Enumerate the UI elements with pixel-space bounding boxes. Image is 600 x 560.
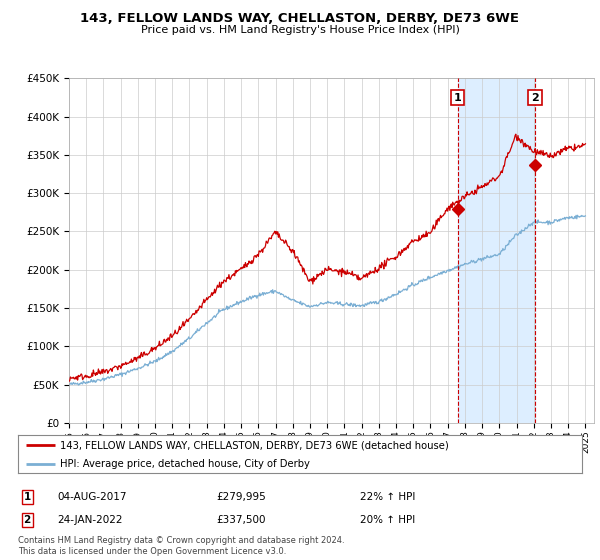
Text: Price paid vs. HM Land Registry's House Price Index (HPI): Price paid vs. HM Land Registry's House … bbox=[140, 25, 460, 35]
Text: £279,995: £279,995 bbox=[216, 492, 266, 502]
Text: 22% ↑ HPI: 22% ↑ HPI bbox=[360, 492, 415, 502]
Bar bbox=[458, 78, 535, 423]
Text: 143, FELLOW LANDS WAY, CHELLASTON, DERBY, DE73 6WE: 143, FELLOW LANDS WAY, CHELLASTON, DERBY… bbox=[80, 12, 520, 25]
Text: 2: 2 bbox=[23, 515, 31, 525]
Text: 2: 2 bbox=[531, 92, 539, 102]
Text: Contains HM Land Registry data © Crown copyright and database right 2024.
This d: Contains HM Land Registry data © Crown c… bbox=[18, 536, 344, 556]
Text: 04-AUG-2017: 04-AUG-2017 bbox=[57, 492, 127, 502]
Text: 24-JAN-2022: 24-JAN-2022 bbox=[57, 515, 122, 525]
Text: 20% ↑ HPI: 20% ↑ HPI bbox=[360, 515, 415, 525]
Text: HPI: Average price, detached house, City of Derby: HPI: Average price, detached house, City… bbox=[60, 459, 310, 469]
Text: £337,500: £337,500 bbox=[216, 515, 265, 525]
Text: 1: 1 bbox=[454, 92, 461, 102]
Text: 143, FELLOW LANDS WAY, CHELLASTON, DERBY, DE73 6WE (detached house): 143, FELLOW LANDS WAY, CHELLASTON, DERBY… bbox=[60, 440, 449, 450]
Text: 1: 1 bbox=[23, 492, 31, 502]
